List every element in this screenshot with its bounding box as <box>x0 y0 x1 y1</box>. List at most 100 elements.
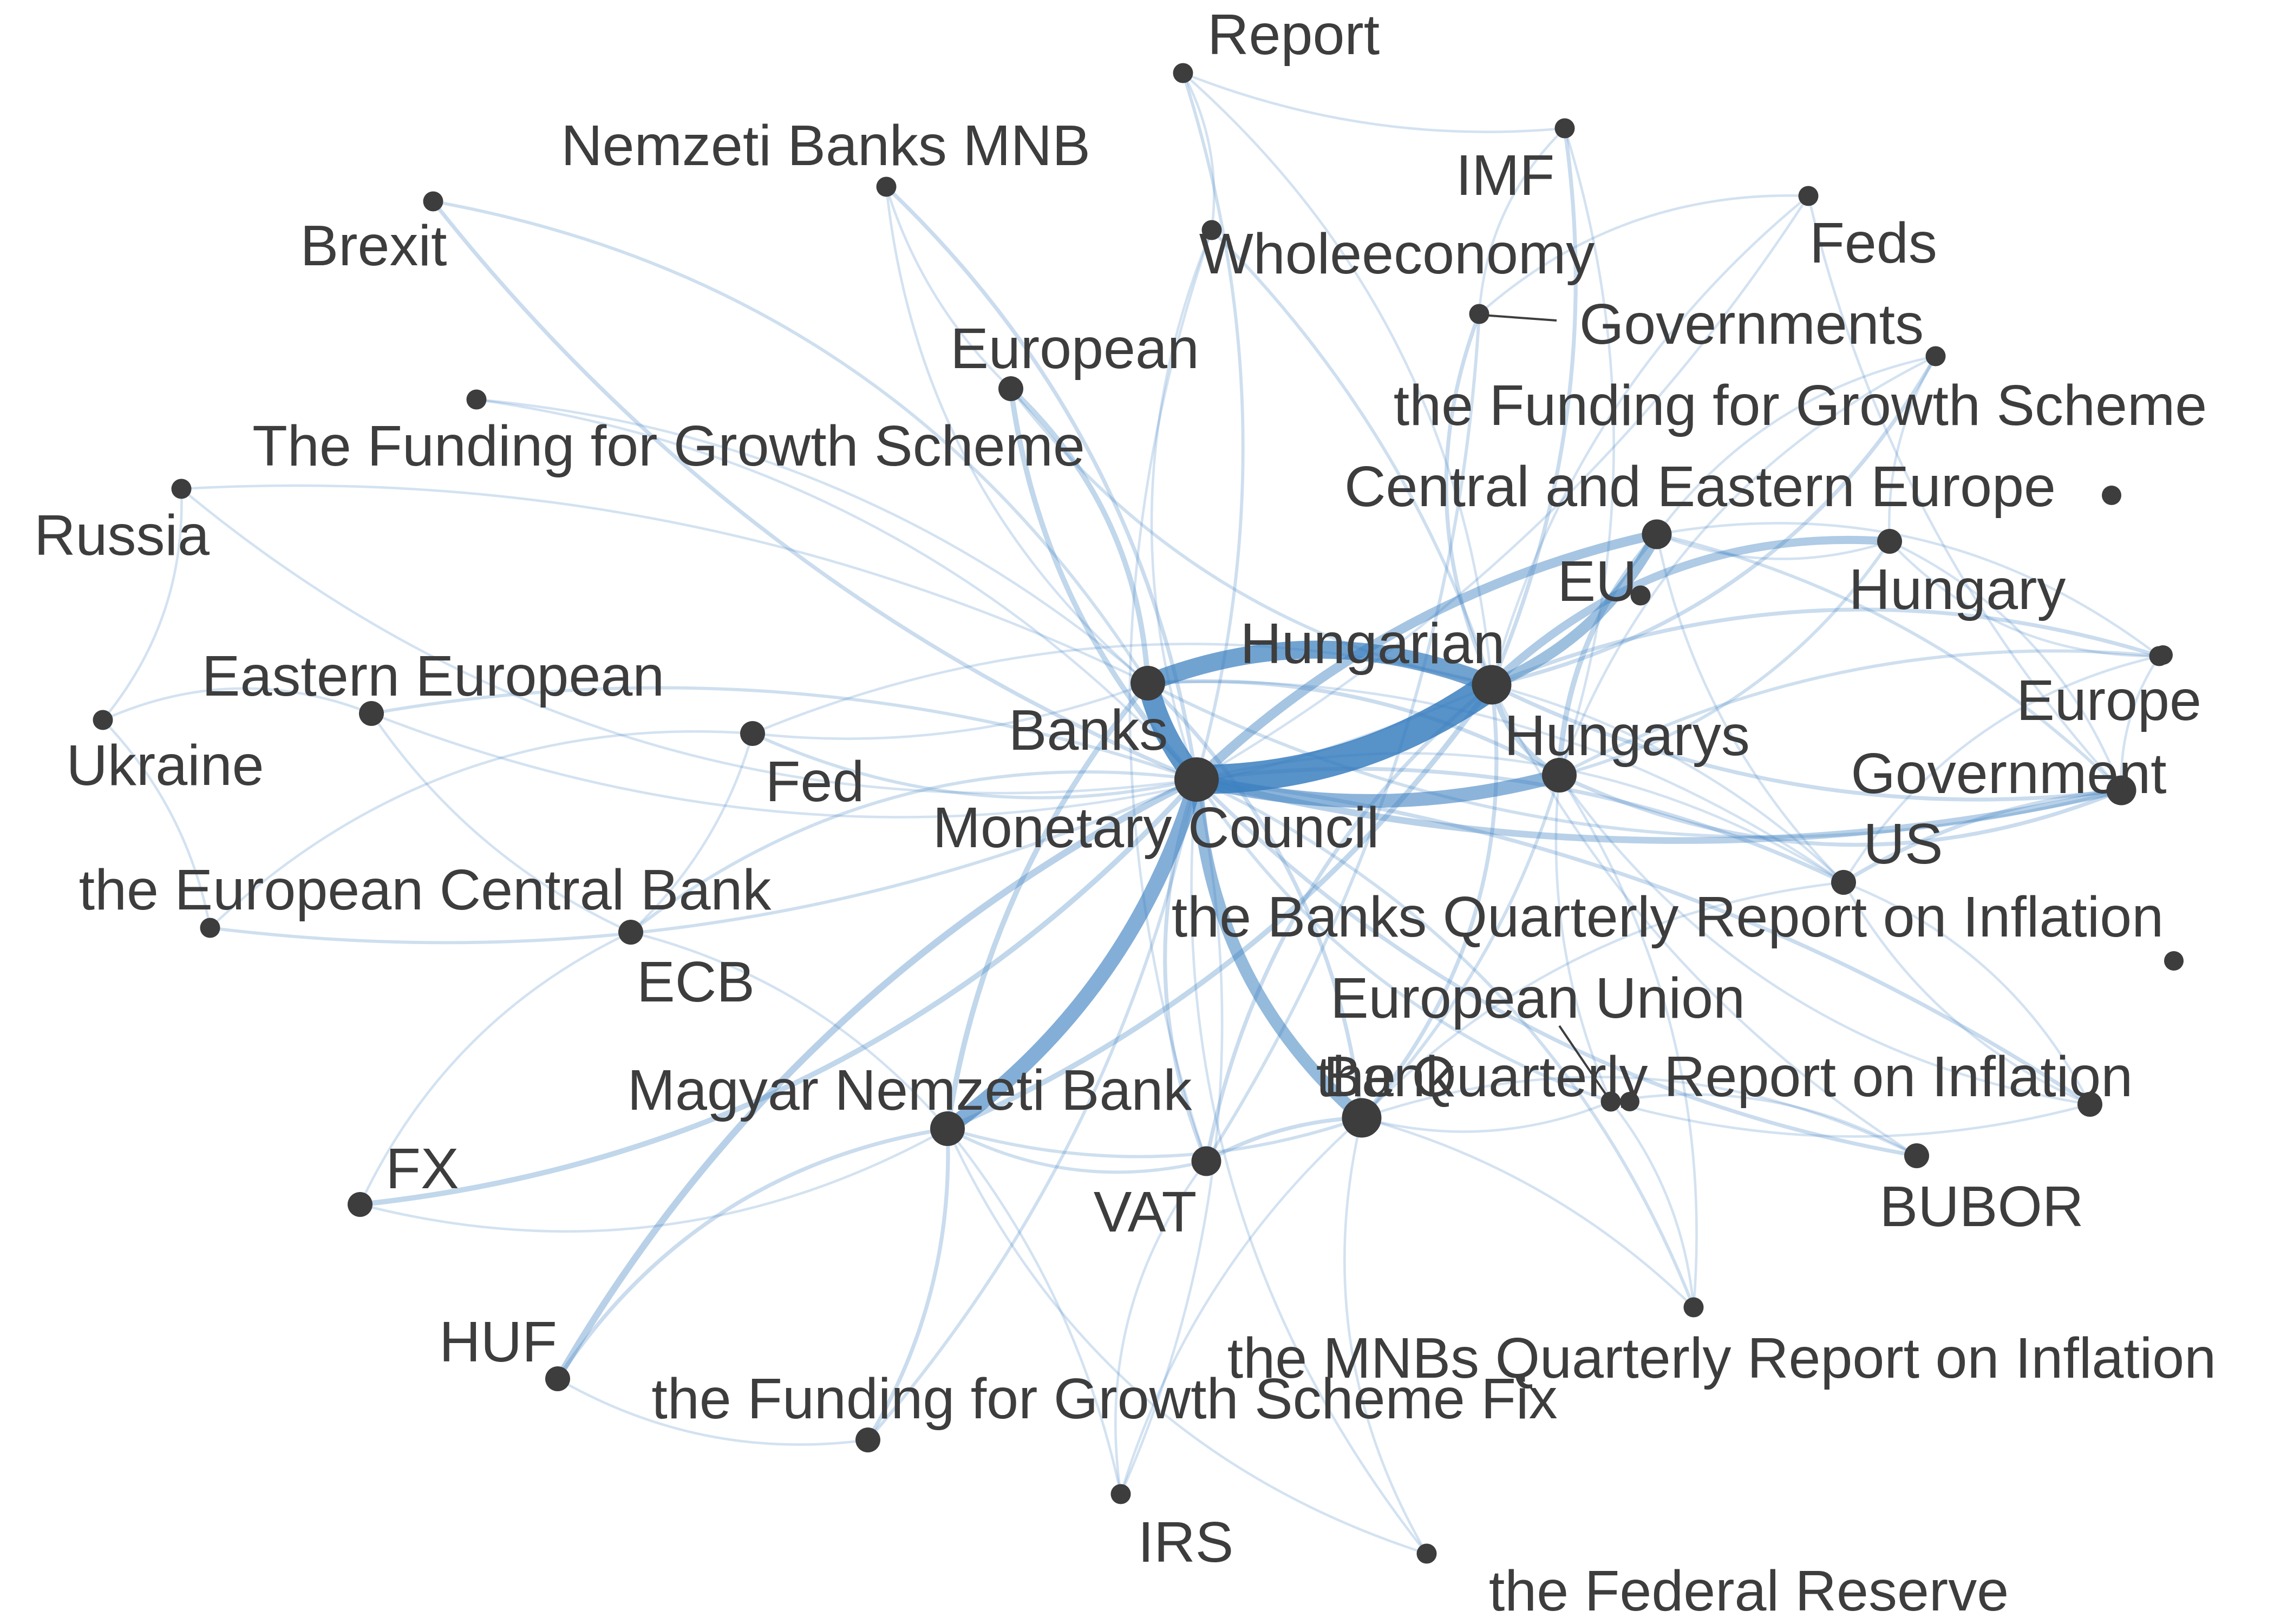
label-vat: VAT <box>1094 1180 1197 1244</box>
edge-hungarys-cee <box>1557 532 1659 778</box>
node-huf[interactable] <box>545 1366 570 1391</box>
node-layer <box>93 63 2184 1564</box>
node-hungarian[interactable] <box>1472 665 1512 705</box>
label-leader-1 <box>1558 1025 1612 1103</box>
node-irs[interactable] <box>1110 1484 1131 1504</box>
edge-banks-russia <box>180 484 1149 685</box>
label-federal_reserve: the Federal Reserve <box>1489 1559 2009 1623</box>
node-government[interactable] <box>2106 775 2136 806</box>
node-brexit[interactable] <box>423 191 443 212</box>
node-ffgs_lower[interactable] <box>1925 346 1946 366</box>
node-eastern_european[interactable] <box>359 701 384 726</box>
edge-us-qri_right <box>1842 881 2092 1106</box>
node-ffgs_fix[interactable] <box>855 1427 880 1452</box>
edge-monetary_council-european <box>1008 386 1199 782</box>
edge-monetary_council-magyar <box>940 772 1204 1136</box>
edge-hungarian-ffgs_lower <box>1489 354 1938 687</box>
node-us[interactable] <box>1831 870 1856 895</box>
label-bank: Bank <box>1323 1045 1455 1109</box>
edge-banks-hungarys <box>1146 679 1561 777</box>
edge-banks-magyar <box>945 680 1151 1131</box>
node-ukraine[interactable] <box>93 710 113 730</box>
edge-imf-governments <box>1478 127 1566 316</box>
node-monetary_council[interactable] <box>1174 757 1219 802</box>
edge-governments-feds <box>1478 194 1810 316</box>
edge-hungarian-european <box>1009 387 1493 686</box>
edge-hungarian-cee <box>1486 528 1663 691</box>
edge-hungarian-fed <box>751 643 1493 735</box>
edge-magyar-ffgs_fix <box>866 1127 950 1442</box>
edge-wholeeconomy-report <box>1181 71 1216 232</box>
node-european_union[interactable] <box>1600 1091 1621 1112</box>
node-wholeeconomy[interactable] <box>1201 220 1222 240</box>
node-report[interactable] <box>1173 63 1193 83</box>
edge-the_qri-bubor <box>1609 1093 1918 1157</box>
label-bubor: BUBOR <box>1880 1175 2084 1239</box>
node-bank[interactable] <box>1342 1098 1382 1138</box>
edge-monetary_council-banks_qri <box>1195 752 1845 884</box>
node-e_right <box>2164 951 2184 971</box>
edge-bank-vat <box>1204 1116 1364 1163</box>
node-russia[interactable] <box>171 479 192 499</box>
edge-monetary_council-federal_reserve <box>1190 778 1428 1555</box>
edge-monetary_council-qri_right <box>1194 777 2092 1106</box>
node-fx[interactable] <box>348 1192 373 1217</box>
edge-monetary_council-cee <box>1192 529 1662 784</box>
label-the_qri: the Quarterly Report on Inflation <box>1316 1045 2133 1109</box>
node-ffgs_upper[interactable] <box>466 389 487 410</box>
label-monetary_council: Monetary Council <box>933 796 1380 860</box>
node-governments[interactable] <box>1469 304 1489 324</box>
edge-ecb-fx <box>358 931 632 1206</box>
label-eastern_european: Eastern European <box>202 644 664 708</box>
edge-imf-report <box>1181 71 1566 133</box>
edge-monetary_council-brexit <box>431 199 1199 782</box>
edge-magyar-fx <box>358 1127 949 1233</box>
label-leader-0 <box>1482 314 1557 322</box>
edge-mnbs_qri-european_union <box>1609 1100 1695 1309</box>
node-hungarys[interactable] <box>1542 758 1577 793</box>
edge-hungarian-hungary <box>1487 535 1894 689</box>
node-hungary[interactable] <box>1877 529 1902 554</box>
node-eu[interactable] <box>1630 585 1651 606</box>
edge-hungarys-government <box>1557 773 2123 847</box>
edge-monetary_council-bubor <box>1194 777 1919 1158</box>
label-layer: Report Nemzeti Banks MNB Brexit IMF Feds Whol… <box>34 3 2216 1623</box>
node-e_gov3 <box>2153 645 2173 665</box>
node-fed[interactable] <box>740 721 765 746</box>
edge-banks-government <box>1146 682 2123 839</box>
edge-ecb_full-fed <box>208 730 754 929</box>
edge-monetary_council-ecb_full <box>208 778 1198 945</box>
edge-hungarian-magyar <box>945 682 1494 1131</box>
label-ffgs_lower: the Funding for Growth Scheme <box>1394 374 2207 437</box>
edge-monetary_council-ffgs_fix <box>866 778 1198 1442</box>
edge-monetary_council-us <box>1194 767 1846 885</box>
node-ecb_full[interactable] <box>200 918 220 938</box>
edge-hungarian-europe <box>1489 607 2161 687</box>
label-russia: Russia <box>34 503 210 567</box>
edge-bank-mnbs_qri <box>1360 1116 1695 1309</box>
label-ffgs_fix: the Funding for Growth Scheme Fix <box>651 1367 1557 1431</box>
edge-ecb-eastern_european <box>370 712 632 934</box>
edge-the_qri-qri_right <box>1609 1100 2092 1138</box>
label-europe: Europe <box>2016 669 2201 732</box>
node-bubor[interactable] <box>1904 1143 1929 1168</box>
node-magyar[interactable] <box>930 1111 965 1146</box>
edge-hungarys-qri_right <box>1558 774 2092 1106</box>
edge-vat-governments <box>1205 312 1481 1163</box>
node-nemzeti_banks_mnb[interactable] <box>876 176 897 197</box>
node-mnbs_qri[interactable] <box>1683 1297 1704 1318</box>
node-qri_right[interactable] <box>2077 1092 2102 1117</box>
node-banks[interactable] <box>1131 666 1165 700</box>
node-european[interactable] <box>998 376 1023 401</box>
node-feds[interactable] <box>1798 186 1819 206</box>
edge-banks-fed <box>751 682 1149 740</box>
edge-monetary_council-hungarys <box>1190 768 1566 808</box>
edge-banks-ffgs_upper <box>475 398 1149 685</box>
node-federal_reserve[interactable] <box>1416 1543 1437 1564</box>
node-ecb[interactable] <box>618 920 643 945</box>
node-imf[interactable] <box>1554 118 1575 139</box>
node-vat[interactable] <box>1191 1146 1221 1176</box>
label-irs: IRS <box>1138 1510 1234 1574</box>
node-cee[interactable] <box>1642 519 1672 549</box>
edge-monetary_council-bank <box>1190 773 1368 1124</box>
